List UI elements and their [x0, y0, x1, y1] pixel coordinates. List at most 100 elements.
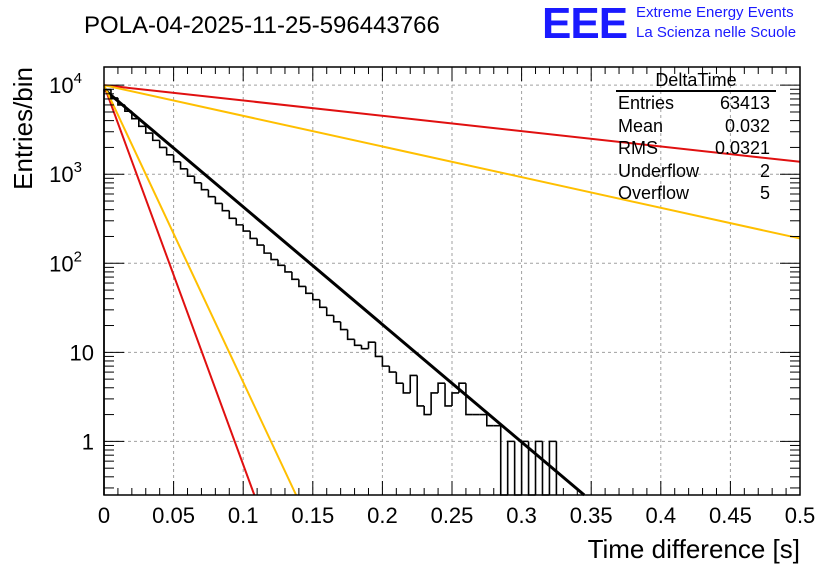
curves [103, 84, 801, 497]
histogram-bin [263, 245, 272, 254]
histogram-bin [312, 293, 320, 301]
tick-labels: 0 0.05 0.1 0.15 0.2 0.25 0.3 0.35 0.4 0.45 0.5 1 10 1… [49, 70, 815, 528]
histogram-bin [270, 253, 278, 261]
histogram-bin [395, 372, 404, 385]
histogram-bin [179, 161, 188, 170]
stats-value: 0.032 [724, 115, 770, 136]
stats-key: Entries [618, 93, 675, 113]
histogram-bin [284, 265, 292, 273]
histogram-bin [548, 440, 557, 495]
logo-line-2: La Scienza nelle Scuole [636, 24, 797, 41]
x-tick-label: 0.5 [785, 503, 816, 528]
x-tick-label: 0 [98, 503, 110, 528]
histogram-bin [242, 224, 251, 232]
ticks [103, 67, 801, 495]
histogram-bin [110, 89, 118, 99]
histogram-bin [256, 238, 265, 246]
histogram-bin [520, 440, 529, 495]
histogram-bin [158, 140, 167, 149]
y-tick-label: 104 [49, 70, 82, 98]
x-tick-label: 0.05 [152, 503, 195, 528]
x-tick-label: 0.15 [291, 503, 334, 528]
curve-orange-fast [103, 84, 298, 496]
stats-value: 63413 [719, 93, 770, 113]
eee-logo: EEE [542, 0, 628, 48]
logo-line-1: Extreme Energy Events [636, 4, 794, 21]
histogram-bin [221, 203, 230, 212]
stats-value: 0.0321 [714, 138, 770, 158]
histogram-bin [465, 383, 473, 416]
x-tick-label: 0.45 [709, 503, 752, 528]
stats-value: 5 [759, 183, 770, 203]
histogram-bin [138, 118, 146, 128]
stats-key: Overflow [618, 183, 690, 203]
histogram-bin [298, 279, 306, 288]
stats-box: DeltaTime Entries 63413 Mean 0.032 RMS 0.03… [610, 70, 778, 205]
histogram-bin [193, 176, 202, 184]
x-tick-label: 0.1 [228, 503, 259, 528]
histogram-bin [172, 154, 181, 163]
histogram-bin [346, 329, 355, 341]
y-axis-label: Entries/bin [8, 67, 38, 190]
stats-key: Mean [618, 115, 664, 136]
histogram-bin [367, 341, 376, 349]
histogram-bin [318, 299, 327, 309]
curve-red-slow [103, 84, 801, 163]
histogram-bin [506, 440, 515, 495]
histogram-bin [339, 321, 348, 331]
stats-row-rms: RMS 0.0321 [610, 137, 778, 160]
histogram-bin [144, 126, 153, 134]
histogram-bin [165, 147, 174, 156]
histogram-bin [200, 182, 209, 191]
stats-title: DeltaTime [616, 70, 776, 92]
histogram-bin [444, 383, 452, 407]
stats-row-mean: Mean 0.032 [610, 115, 778, 138]
x-tick-label: 0.2 [367, 503, 398, 528]
histogram-bin [451, 392, 459, 406]
stats-value: 2 [759, 160, 770, 181]
y-tick-label: 103 [49, 159, 82, 187]
histogram-bin [228, 210, 237, 220]
curve-fit [103, 88, 586, 497]
histogram-bin [325, 307, 334, 317]
histogram-bin [437, 382, 446, 393]
y-tick-label: 1 [82, 429, 94, 454]
histogram-bin [374, 342, 383, 358]
histogram-bin [235, 218, 244, 226]
histogram-bin [124, 104, 132, 113]
histogram-bin [353, 339, 362, 347]
histogram-bin [131, 111, 139, 120]
histogram-bin [291, 271, 299, 281]
stats-row-entries: Entries 63413 [610, 92, 778, 115]
x-axis-label: Time difference [s] [588, 534, 800, 564]
histogram-bin [214, 196, 223, 205]
histogram-bin [360, 345, 369, 350]
curve-red-fast [103, 84, 256, 496]
y-tick-label: 10 [70, 340, 94, 365]
histogram-bin [416, 375, 425, 407]
curve-orange-slow [103, 84, 801, 240]
histogram-bin [486, 414, 494, 427]
histogram-bin [117, 97, 125, 106]
histogram-bin [381, 356, 390, 367]
stats-key: RMS [618, 138, 658, 158]
histogram-bin [430, 392, 439, 415]
histogram-bin [458, 382, 466, 393]
histogram-bin [534, 440, 543, 495]
histogram-bin [423, 405, 432, 416]
histogram-bin [151, 133, 160, 142]
chart-title: POLA-04-2025-11-25-596443766 [84, 12, 440, 39]
stats-key: Underflow [618, 160, 700, 181]
histogram-bin [277, 259, 285, 267]
x-tick-label: 0.4 [646, 503, 677, 528]
histogram-bin [388, 366, 397, 373]
histogram-bin [186, 168, 195, 178]
x-tick-label: 0.3 [506, 503, 537, 528]
x-tick-label: 0.35 [570, 503, 613, 528]
stats-row-underflow: Underflow 2 [610, 160, 778, 183]
histogram-bin [249, 231, 258, 240]
histogram-bin [402, 383, 411, 394]
stats-row-overflow: Overflow 5 [610, 182, 778, 205]
